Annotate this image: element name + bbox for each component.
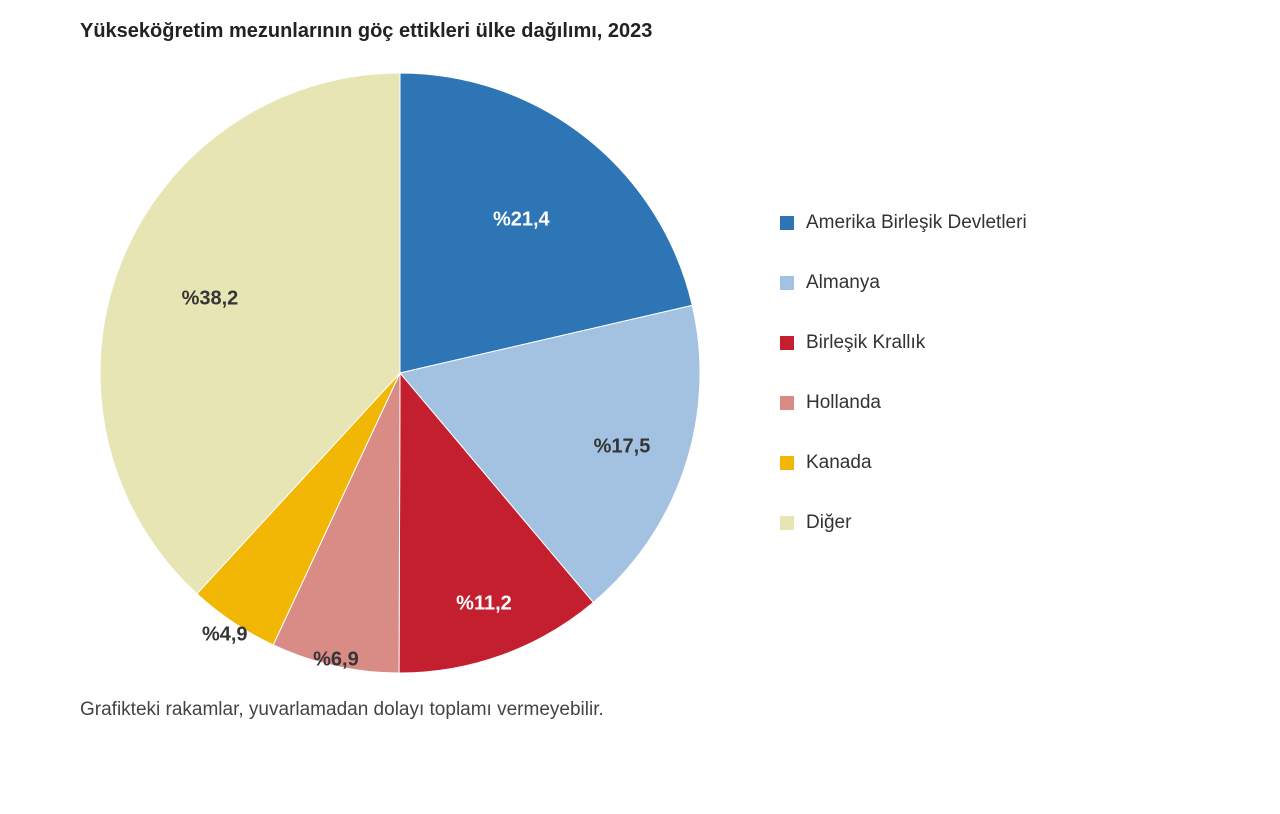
legend-swatch xyxy=(780,276,794,290)
legend-item: Diğer xyxy=(780,512,1027,534)
legend-swatch xyxy=(780,216,794,230)
slice-label: %17,5 xyxy=(594,435,651,458)
legend-label: Amerika Birleşik Devletleri xyxy=(806,212,1027,234)
legend-item: Amerika Birleşik Devletleri xyxy=(780,212,1027,234)
legend-swatch xyxy=(780,456,794,470)
pie-chart-container: Yükseköğretim mezunlarının göç ettikleri… xyxy=(80,20,1230,721)
pie-box: %21,4 %17,5 %11,2 %6,9 %4,9 %38,2 xyxy=(80,53,720,693)
legend-swatch xyxy=(780,396,794,410)
legend-label: Birleşik Krallık xyxy=(806,332,925,354)
legend-item: Almanya xyxy=(780,272,1027,294)
slice-label: %4,9 xyxy=(202,623,248,646)
chart-row: %21,4 %17,5 %11,2 %6,9 %4,9 %38,2 Amerika Bir… xyxy=(80,53,1230,693)
legend-item: Birleşik Krallık xyxy=(780,332,1027,354)
legend-item: Hollanda xyxy=(780,392,1027,414)
legend-label: Diğer xyxy=(806,512,851,534)
legend: Amerika Birleşik Devletleri Almanya Birleş… xyxy=(780,212,1027,534)
legend-item: Kanada xyxy=(780,452,1027,474)
slice-label: %11,2 xyxy=(456,593,512,616)
legend-label: Almanya xyxy=(806,272,880,294)
slice-label: %38,2 xyxy=(182,287,239,310)
legend-label: Kanada xyxy=(806,452,872,474)
slice-label: %6,9 xyxy=(313,648,359,671)
slice-label: %21,4 xyxy=(493,209,550,232)
pie-svg xyxy=(80,53,720,693)
legend-swatch xyxy=(780,336,794,350)
legend-label: Hollanda xyxy=(806,392,881,414)
legend-swatch xyxy=(780,516,794,530)
chart-footnote: Grafikteki rakamlar, yuvarlamadan dolayı… xyxy=(80,699,1230,721)
chart-title: Yükseköğretim mezunlarının göç ettikleri… xyxy=(80,20,1230,43)
